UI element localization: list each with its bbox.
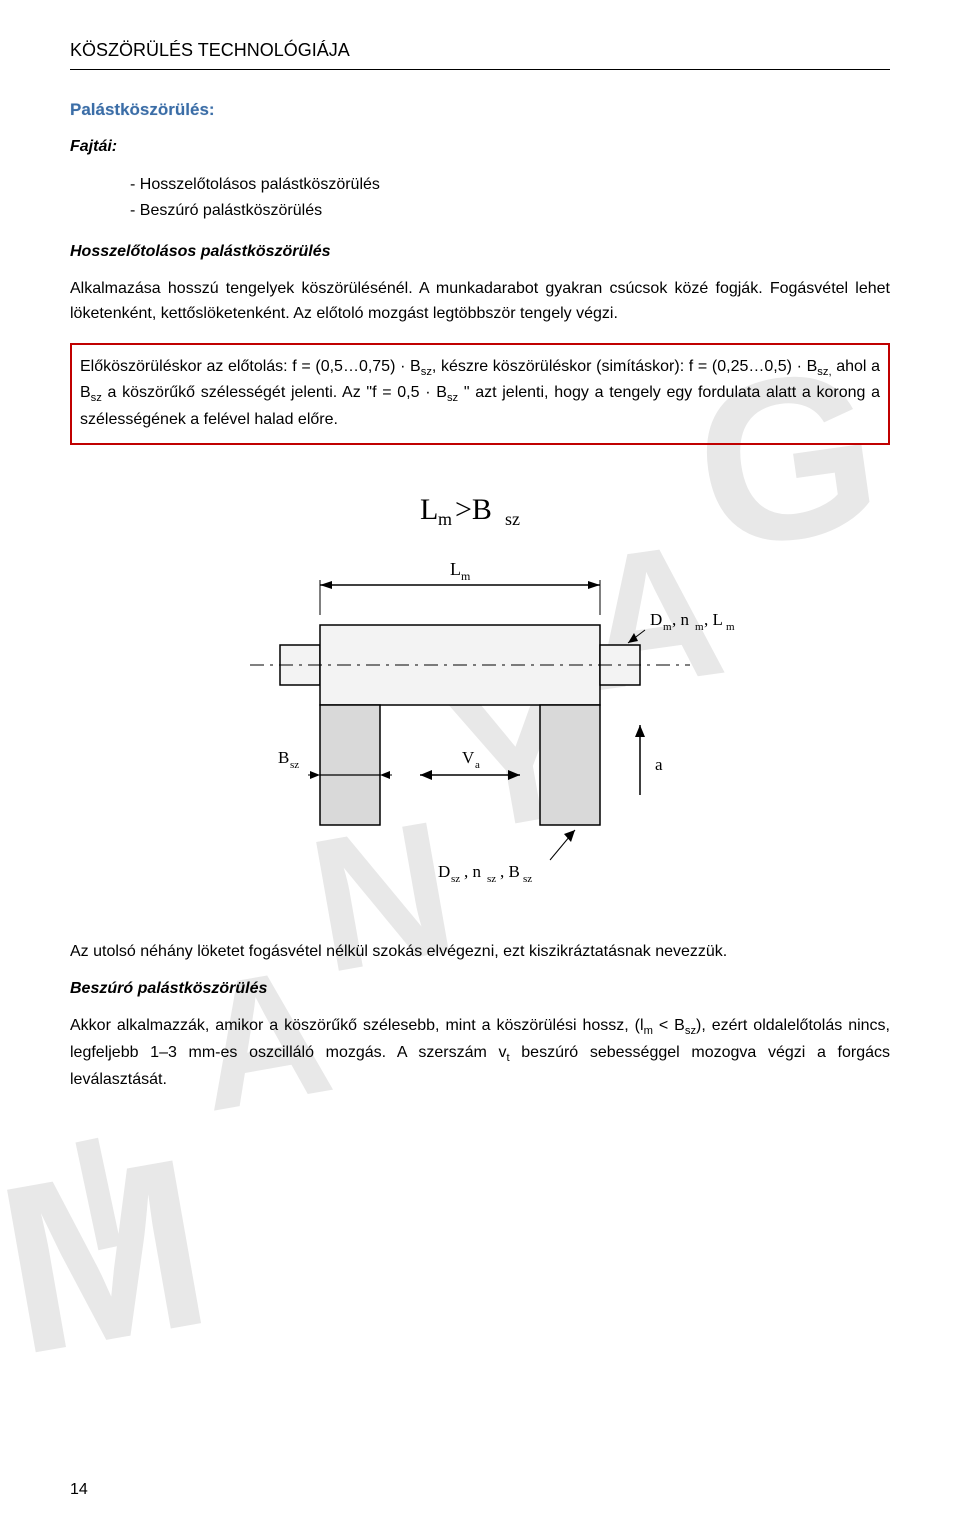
- figure-formula-sub2: sz: [505, 509, 520, 529]
- page-number: 14: [70, 1481, 88, 1499]
- svg-text:sz: sz: [290, 759, 299, 771]
- svg-text:m: m: [663, 621, 672, 633]
- label-bottom: D: [438, 862, 450, 881]
- label-a: a: [655, 755, 663, 774]
- svg-text:sz: sz: [523, 873, 532, 885]
- list-item: Hosszelőtolásos palástköszörülés: [130, 172, 890, 198]
- label-right: D: [650, 610, 662, 629]
- section-heading: Palástköszörülés:: [70, 100, 890, 120]
- paragraph: Alkalmazása hosszú tengelyek köszörülésé…: [70, 277, 890, 327]
- highlight-box: Előköszörüléskor az előtolás: f = (0,5…0…: [70, 343, 890, 445]
- page-header: KÖSZÖRÜLÉS TECHNOLÓGIÁJA: [70, 40, 890, 70]
- figure: L m >B sz L m D m , n m , L m: [70, 485, 890, 910]
- svg-text:m: m: [726, 621, 735, 633]
- svg-text:sz: sz: [451, 873, 460, 885]
- svg-text:a: a: [475, 759, 480, 771]
- svg-text:, n: , n: [672, 610, 690, 629]
- label-va: V: [462, 748, 475, 767]
- paragraph: Előköszörüléskor az előtolás: f = (0,5…0…: [80, 355, 880, 433]
- figure-gt: >B: [455, 493, 492, 526]
- watermark-letter: M: [0, 1103, 226, 1410]
- paragraph: Az utolsó néhány löketet fogásvétel nélk…: [70, 940, 890, 965]
- list-item: Beszúró palástköszörülés: [130, 198, 890, 224]
- svg-text:m: m: [695, 621, 704, 633]
- types-list: Hosszelőtolásos palástköszörülés Beszúró…: [70, 172, 890, 223]
- figure-formula: L: [420, 493, 438, 526]
- svg-text:sz: sz: [487, 873, 496, 885]
- subsection-heading: Beszúró palástköszörülés: [70, 980, 890, 998]
- types-heading: Fajtái:: [70, 138, 890, 156]
- paragraph: Akkor alkalmazzák, amikor a köszörűkő sz…: [70, 1014, 890, 1092]
- svg-text:, n: , n: [464, 862, 482, 881]
- label-bsz: B: [278, 748, 289, 767]
- wheel-left: [320, 705, 380, 825]
- watermark-letter: I: [57, 1099, 139, 1288]
- subsection-heading: Hosszelőtolásos palástköszörülés: [70, 243, 890, 261]
- diagram-svg: L m >B sz L m D m , n m , L m: [220, 485, 740, 905]
- figure-formula-sub: m: [438, 509, 452, 529]
- svg-text:m: m: [461, 569, 471, 583]
- svg-text:, B: , B: [500, 862, 520, 881]
- svg-text:, L: , L: [704, 610, 723, 629]
- wheel-right: [540, 705, 600, 825]
- label-lm: L: [450, 559, 461, 579]
